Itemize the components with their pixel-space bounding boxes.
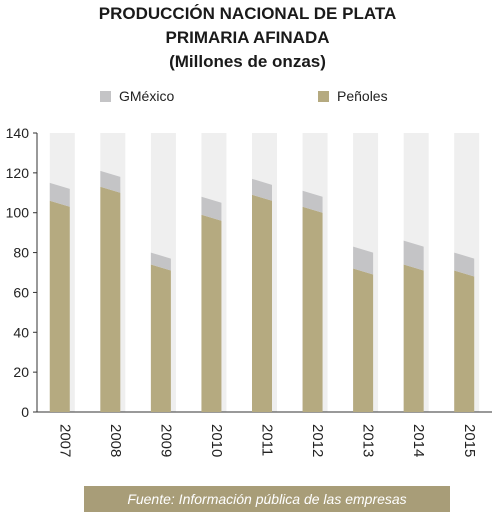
- x-tick-label: 2013: [360, 424, 377, 457]
- legend-swatch-penoles: [318, 90, 329, 102]
- x-tick-label: 2008: [107, 424, 124, 457]
- y-tick-label: 60: [13, 284, 29, 300]
- y-tick-label: 40: [13, 324, 29, 340]
- bar-gmexico: [49, 182, 70, 207]
- legend-label-gmexico: GMéxico: [119, 88, 175, 104]
- bar-penoles: [49, 200, 70, 412]
- bar-penoles: [201, 214, 222, 412]
- legend-label-penoles: Peñoles: [337, 88, 388, 104]
- y-tick-label: 0: [21, 404, 29, 420]
- bar-gmexico: [353, 246, 374, 275]
- x-tick-label: 2007: [56, 424, 73, 457]
- legend: GMéxico Peñoles: [0, 88, 495, 110]
- bar-penoles: [454, 270, 475, 412]
- chart-title: PRODUCCIÓN NACIONAL DE PLATA PRIMARIA AF…: [0, 2, 495, 74]
- x-tick-label: 2012: [309, 424, 326, 457]
- bar-gmexico: [454, 252, 475, 277]
- y-tick-label: 20: [13, 364, 29, 380]
- y-tick-label: 100: [6, 205, 30, 221]
- legend-swatch-gmexico: [100, 90, 111, 102]
- x-tick-label: 2014: [410, 424, 427, 457]
- bar-penoles: [353, 268, 374, 412]
- bar-gmexico: [403, 240, 424, 271]
- bar-gmexico: [302, 190, 323, 213]
- bar-gmexico: [252, 178, 272, 201]
- legend-item-penoles: Peñoles: [318, 88, 388, 104]
- chart-title-line-1: PRODUCCIÓN NACIONAL DE PLATA: [98, 4, 397, 23]
- bar-penoles: [150, 264, 171, 412]
- bar-gmexico: [100, 170, 121, 193]
- x-tick-label: 2009: [157, 424, 174, 457]
- x-tick-label: 2010: [208, 424, 225, 457]
- bar-penoles: [252, 194, 272, 412]
- y-tick-label: 140: [6, 125, 30, 141]
- bar-penoles: [302, 206, 323, 412]
- source-note: Fuente: Información pública de las empre…: [84, 486, 450, 512]
- bar-penoles: [100, 186, 121, 412]
- bar-gmexico: [150, 252, 171, 271]
- y-tick-label: 80: [13, 245, 29, 261]
- x-tick-label: 2011: [259, 424, 276, 456]
- legend-item-gmexico: GMéxico: [100, 88, 174, 104]
- y-tick-label: 120: [6, 165, 30, 181]
- stacked-bar-chart: 0 20 40 60 80 100 120 140 2007 2008 2009 2010 2011 20…: [6, 125, 492, 457]
- chart-title-line-2: PRIMARIA AFINADA: [165, 28, 330, 47]
- bar-gmexico: [201, 196, 222, 221]
- x-tick-label: 2015: [461, 424, 478, 457]
- bar-penoles: [403, 264, 424, 412]
- chart-title-line-3: (Millones de onzas): [169, 52, 326, 71]
